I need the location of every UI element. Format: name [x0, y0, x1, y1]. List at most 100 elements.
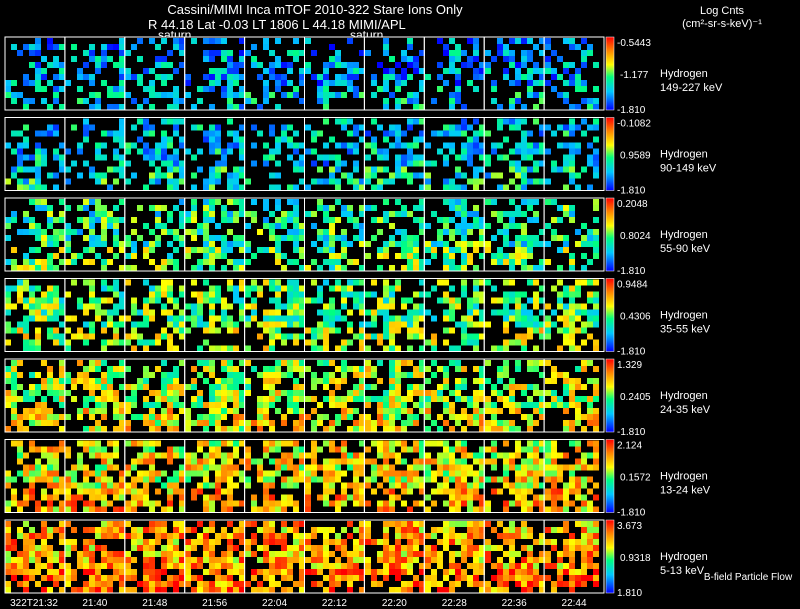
- heatmap-cell: [209, 291, 215, 298]
- heatmap-cell: [473, 378, 479, 384]
- heatmap-cell: [293, 500, 299, 507]
- heatmap-cell: [461, 575, 467, 581]
- x-tick-label: 322T21:32: [10, 598, 58, 609]
- heatmap-cell: [449, 533, 455, 539]
- heatmap-cell: [215, 172, 221, 179]
- heatmap-cell: [227, 464, 233, 471]
- species-label: Hydrogen: [660, 229, 708, 241]
- heatmap-cell: [395, 494, 401, 501]
- heatmap-cell: [233, 390, 239, 396]
- heatmap-cell: [209, 458, 215, 465]
- heatmap-cell: [281, 74, 287, 80]
- heatmap-cell: [5, 80, 11, 86]
- heatmap-cell: [593, 118, 599, 125]
- heatmap-cell: [587, 557, 593, 563]
- heatmap-cell: [527, 402, 533, 408]
- heatmap-cell: [185, 563, 191, 569]
- heatmap-cell: [155, 217, 161, 223]
- heatmap-cell: [515, 482, 521, 489]
- heatmap-cell: [83, 563, 89, 569]
- heatmap-cell: [557, 124, 563, 131]
- heatmap-cell: [509, 339, 515, 346]
- heatmap-cell: [41, 420, 47, 426]
- heatmap-cell: [503, 360, 509, 366]
- heatmap-cell: [131, 476, 137, 483]
- heatmap-cell: [137, 333, 143, 340]
- heatmap-cell: [431, 396, 437, 402]
- heatmap-cell: [35, 235, 41, 241]
- heatmap-cell: [509, 241, 515, 247]
- heatmap-cell: [263, 80, 269, 86]
- heatmap-cell: [281, 390, 287, 396]
- heatmap-cell: [59, 297, 65, 304]
- heatmap-cell: [71, 333, 77, 340]
- heatmap-cell: [107, 557, 113, 563]
- heatmap-cell: [395, 575, 401, 581]
- sub-panel-border: [543, 36, 605, 111]
- heatmap-cell: [119, 488, 125, 495]
- heatmap-cell: [35, 199, 41, 205]
- heatmap-cell: [509, 148, 515, 155]
- heatmap-cell: [287, 500, 293, 507]
- heatmap-cell: [515, 575, 521, 581]
- heatmap-cell: [329, 378, 335, 384]
- heatmap-cell: [389, 92, 395, 98]
- heatmap-cell: [239, 309, 245, 316]
- heatmap-cell: [521, 521, 527, 527]
- heatmap-cell: [119, 476, 125, 483]
- heatmap-cell: [161, 62, 167, 68]
- heatmap-cell: [593, 229, 599, 235]
- heatmap-cell: [179, 223, 185, 229]
- heatmap-cell: [23, 74, 29, 80]
- heatmap-cell: [131, 482, 137, 489]
- heatmap-cell: [593, 205, 599, 211]
- heatmap-cell: [557, 527, 563, 533]
- heatmap-cell: [65, 148, 71, 155]
- heatmap-cell: [233, 142, 239, 149]
- heatmap-cell: [365, 521, 371, 527]
- heatmap-cell: [371, 291, 377, 298]
- heatmap-cell: [227, 130, 233, 137]
- heatmap-cell: [347, 62, 353, 68]
- heatmap-cell: [155, 148, 161, 155]
- heatmap-cell: [371, 136, 377, 143]
- heatmap-cell: [233, 527, 239, 533]
- chart-subtitle: R 44.18 Lat -0.03 LT 1806 L 44.18 MIMI/A…: [148, 17, 406, 32]
- heatmap-cell: [521, 253, 527, 259]
- heatmap-cell: [521, 142, 527, 149]
- heatmap-cell: [221, 211, 227, 217]
- heatmap-cell: [101, 321, 107, 328]
- heatmap-cell: [317, 414, 323, 420]
- heatmap-cell: [215, 136, 221, 143]
- heatmap-cell: [245, 92, 251, 98]
- heatmap-cell: [209, 86, 215, 92]
- heatmap-cell: [239, 124, 245, 131]
- heatmap-cell: [323, 551, 329, 557]
- heatmap-cell: [227, 68, 233, 74]
- heatmap-cell: [11, 402, 17, 408]
- heatmap-cell: [185, 74, 191, 80]
- heatmap-cell: [173, 184, 179, 191]
- heatmap-cell: [161, 384, 167, 390]
- heatmap-cell: [401, 160, 407, 167]
- heatmap-cell: [137, 321, 143, 328]
- heatmap-cell: [35, 142, 41, 149]
- heatmap-cell: [263, 279, 269, 286]
- heatmap-cell: [341, 80, 347, 86]
- heatmap-cell: [449, 581, 455, 587]
- heatmap-cell: [473, 414, 479, 420]
- heatmap-cell: [371, 575, 377, 581]
- heatmap-cell: [71, 575, 77, 581]
- heatmap-cell: [533, 452, 539, 459]
- heatmap-cell: [323, 575, 329, 581]
- heatmap-cell: [353, 160, 359, 167]
- heatmap-cell: [257, 247, 263, 253]
- heatmap-cell: [5, 92, 11, 98]
- heatmap-cell: [227, 366, 233, 372]
- heatmap-cell: [563, 247, 569, 253]
- heatmap-cell: [371, 309, 377, 316]
- heatmap-cell: [149, 551, 155, 557]
- heatmap-cell: [41, 154, 47, 161]
- heatmap-cell: [143, 402, 149, 408]
- heatmap-cell: [233, 420, 239, 426]
